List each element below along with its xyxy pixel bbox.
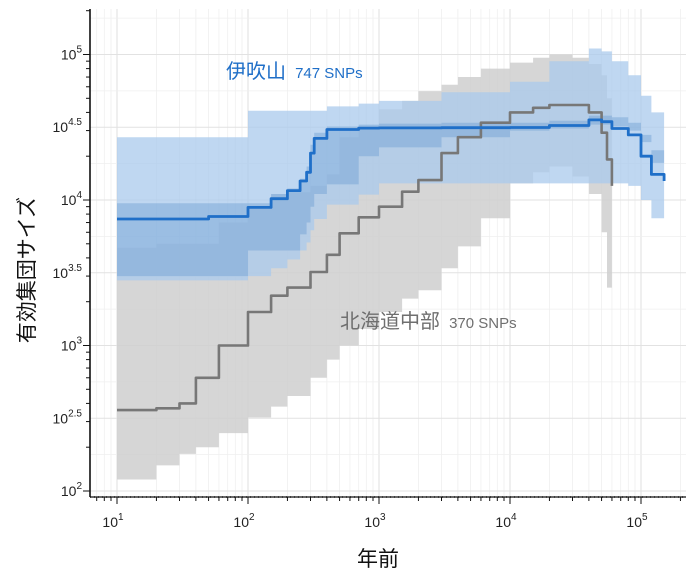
line-central-hokkaido <box>117 103 614 412</box>
x-tick-label: 105 <box>626 512 648 530</box>
y-axis-title: 有効集団サイズ <box>15 197 39 343</box>
series-label-central-hokkaido: 北海道中部 370 SNPs <box>340 309 517 333</box>
y-tick-label: 102 <box>61 481 83 499</box>
y-tick-label: 103.5 <box>53 263 83 281</box>
series-label-ibukiyama-snps: 747 SNPs <box>295 65 363 82</box>
series-label-ibukiyama: 伊吹山 747 SNPs <box>226 59 363 83</box>
y-tick-label: 104 <box>61 190 83 208</box>
x-axis-title: 年前 <box>357 547 399 571</box>
band-ibukiyama-outer <box>117 48 665 281</box>
tick-labels: 101 102 103 104 105 102 102.5 103 103.5 104 104.5 1… <box>53 45 648 531</box>
series-lines <box>117 103 666 412</box>
x-tick-label: 101 <box>102 512 124 530</box>
x-tick-label: 102 <box>233 512 255 530</box>
series-label-central-hokkaido-name: 北海道中部 <box>340 309 440 333</box>
y-tick-label: 104.5 <box>53 117 83 135</box>
band-ibukiyama-inner <box>117 115 665 277</box>
line-ibukiyama <box>117 118 666 221</box>
y-tick-label: 105 <box>61 45 83 63</box>
axes <box>83 9 686 504</box>
y-tick-label: 103 <box>61 336 83 354</box>
series-label-central-hokkaido-snps: 370 SNPs <box>449 315 517 332</box>
x-tick-label: 104 <box>495 512 517 530</box>
y-tick-label: 102.5 <box>53 408 83 426</box>
confidence-bands <box>117 48 665 480</box>
series-label-ibukiyama-name: 伊吹山 <box>226 59 286 83</box>
x-tick-label: 103 <box>364 512 386 530</box>
